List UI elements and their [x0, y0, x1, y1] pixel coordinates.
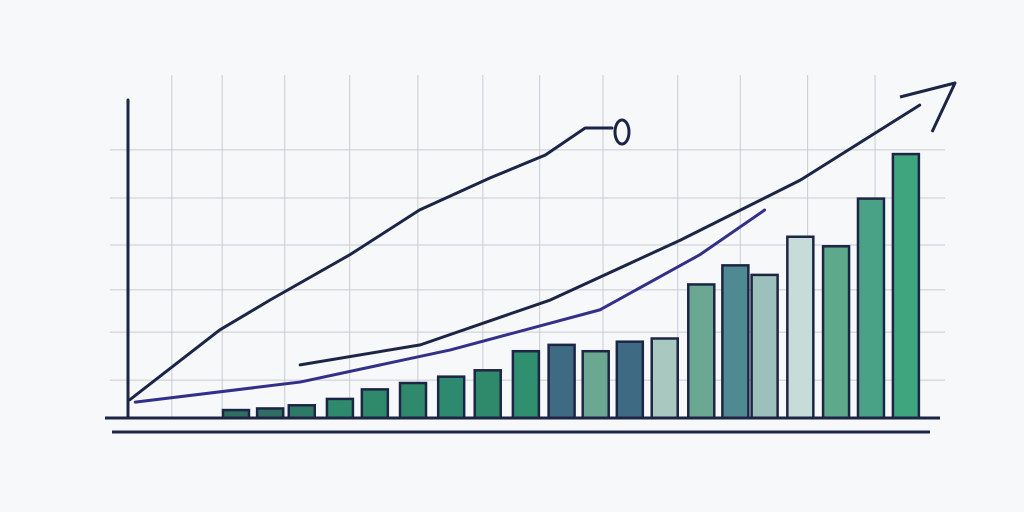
line-end-circle	[613, 118, 631, 146]
bar	[786, 235, 815, 420]
bar	[511, 349, 541, 420]
line	[133, 208, 767, 404]
bar	[615, 340, 645, 420]
bar	[287, 404, 317, 420]
bar	[547, 343, 576, 420]
bar	[325, 397, 355, 420]
bar	[581, 349, 610, 420]
lines	[128, 103, 922, 404]
line	[298, 103, 922, 367]
bar	[721, 264, 750, 420]
bar	[398, 381, 428, 420]
bar	[650, 337, 679, 420]
bar	[687, 283, 716, 420]
line	[128, 126, 614, 402]
bar	[750, 273, 779, 420]
arrow-head	[899, 81, 957, 133]
bar	[891, 152, 921, 420]
bar	[473, 369, 502, 420]
bar	[821, 245, 851, 420]
bar	[436, 375, 466, 420]
bar	[856, 197, 886, 420]
bars	[221, 152, 921, 420]
bar	[360, 388, 390, 420]
